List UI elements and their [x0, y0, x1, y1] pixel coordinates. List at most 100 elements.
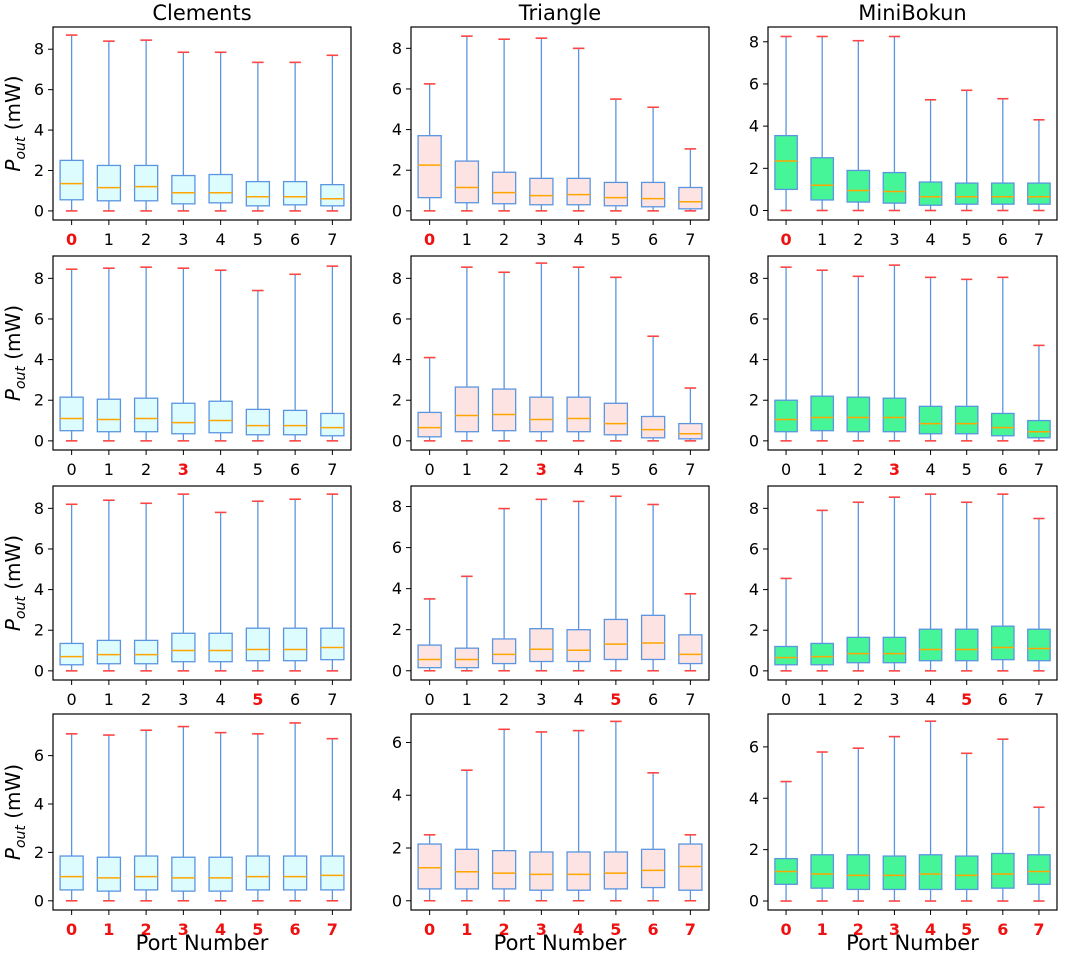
x-tick-label: 5: [962, 230, 972, 249]
box-port-7: [320, 737, 345, 902]
x-tick-label-highlight: 4: [573, 920, 584, 939]
y-tick-label: 8: [34, 269, 44, 288]
y-tick-label: 2: [34, 621, 44, 640]
iqr-box: [774, 399, 798, 433]
x-tick-label: 6: [290, 230, 300, 249]
box-port-7: [1027, 344, 1051, 442]
x-tick-label: 3: [178, 690, 188, 709]
iqr-box: [245, 855, 271, 891]
x-tick-label: 6: [648, 460, 658, 479]
box-port-1: [96, 499, 122, 672]
iqr-box: [59, 396, 84, 432]
y-tick-label: 8: [749, 32, 759, 51]
box-port-1: [810, 269, 835, 442]
box-port-4: [208, 269, 233, 442]
iqr-box: [529, 396, 554, 433]
box-port-6: [640, 772, 666, 902]
y-axis-label: Pout (mW): [1, 75, 29, 171]
box-port-4: [566, 729, 591, 902]
y-tick-label: 6: [392, 309, 402, 328]
x-tick-label-highlight: 2: [853, 920, 864, 939]
box-port-1: [454, 769, 480, 902]
box-port-6: [282, 722, 308, 902]
x-tick-label-highlight: 4: [925, 920, 936, 939]
iqr-box: [846, 169, 871, 203]
x-tick-label: 0: [781, 690, 791, 709]
y-tick-label: 2: [749, 621, 759, 640]
x-axis-label: Port Number: [846, 931, 979, 955]
y-tick-label: 0: [749, 661, 759, 680]
iqr-box: [846, 396, 871, 433]
box-port-0: [417, 356, 442, 442]
x-tick-label-highlight: 1: [461, 920, 472, 939]
iqr-box: [918, 854, 943, 891]
box-port-4: [918, 276, 943, 442]
box-port-5: [603, 98, 629, 212]
y-tick-label: 8: [34, 40, 44, 59]
subplot-0-2: 0 2 4 6 8 0 1 2 3 4 5 6 7 MiniBokun: [749, 1, 1058, 249]
box-port-2: [133, 266, 159, 442]
x-tick-label-highlight: 3: [889, 920, 900, 939]
x-tick-label-highlight: 5: [252, 920, 263, 939]
y-tick-label: 4: [392, 579, 402, 598]
x-tick-label-highlight: 0: [66, 230, 77, 249]
x-tick-label: 4: [925, 460, 935, 479]
x-tick-label: 2: [499, 460, 509, 479]
iqr-box: [678, 422, 703, 440]
x-tick-label: 1: [104, 230, 114, 249]
box-port-7: [1027, 517, 1051, 672]
subplot-0-1: 0 2 4 6 8 0 1 2 3 4 5 6 7 Triangle: [392, 1, 710, 249]
iqr-box: [566, 396, 591, 433]
x-tick-label: 3: [178, 230, 188, 249]
y-tick-label: 8: [392, 497, 402, 516]
subplot-2-2: 0 2 4 6 8 0 1 2 3 4 5 6 7: [749, 485, 1058, 709]
box-port-0: [59, 503, 84, 672]
box-port-1: [810, 35, 835, 212]
iqr-box: [774, 134, 798, 191]
x-tick-label: 6: [290, 460, 300, 479]
x-tick-label: 1: [817, 690, 827, 709]
y-tick-label: 4: [749, 580, 759, 599]
x-tick-label-highlight: 0: [780, 920, 791, 939]
iqr-box: [417, 135, 442, 199]
box-port-1: [96, 267, 122, 442]
box-port-0: [59, 268, 84, 442]
y-axis-label: Pout (mW): [1, 764, 29, 860]
y-tick-label: 2: [392, 839, 402, 858]
box-port-5: [603, 720, 629, 902]
y-tick-label: 4: [749, 117, 759, 136]
box-port-2: [846, 275, 871, 442]
x-tick-label-highlight: 6: [648, 920, 659, 939]
iqr-box: [454, 386, 480, 433]
subplot-1-1: 0 2 4 6 8 0 1 2 3 4 5 6 7: [392, 255, 710, 479]
iqr-box: [282, 627, 308, 662]
subplot-1-0: 0 2 4 6 8 0 1 2 3 4 5 6 7 Pout (mW): [1, 255, 352, 479]
subplot-title: Clements: [152, 1, 251, 25]
y-tick-label: 2: [392, 391, 402, 410]
iqr-box: [491, 849, 517, 890]
iqr-box: [171, 174, 196, 205]
x-tick-label-highlight: 0: [424, 920, 435, 939]
x-tick-label: 5: [611, 460, 621, 479]
iqr-box: [96, 856, 122, 892]
y-tick-label: 2: [34, 391, 44, 410]
box-port-7: [678, 387, 703, 442]
box-port-7: [320, 493, 345, 672]
box-port-7: [320, 265, 345, 442]
y-tick-label: 0: [392, 431, 402, 450]
x-tick-label: 2: [141, 230, 151, 249]
subplot-title: MiniBokun: [858, 1, 967, 25]
y-tick-label: 8: [749, 499, 759, 518]
iqr-box: [954, 182, 979, 205]
iqr-box: [133, 639, 159, 665]
iqr-box: [491, 171, 517, 205]
iqr-box: [954, 855, 979, 891]
iqr-box: [245, 408, 271, 436]
box-port-3: [529, 37, 554, 212]
y-tick-label: 0: [749, 892, 759, 911]
iqr-box: [320, 412, 345, 437]
y-tick-label: 2: [392, 161, 402, 180]
box-port-0: [59, 733, 84, 902]
plot-frame: [767, 26, 1058, 221]
x-tick-label: 7: [1034, 690, 1044, 709]
